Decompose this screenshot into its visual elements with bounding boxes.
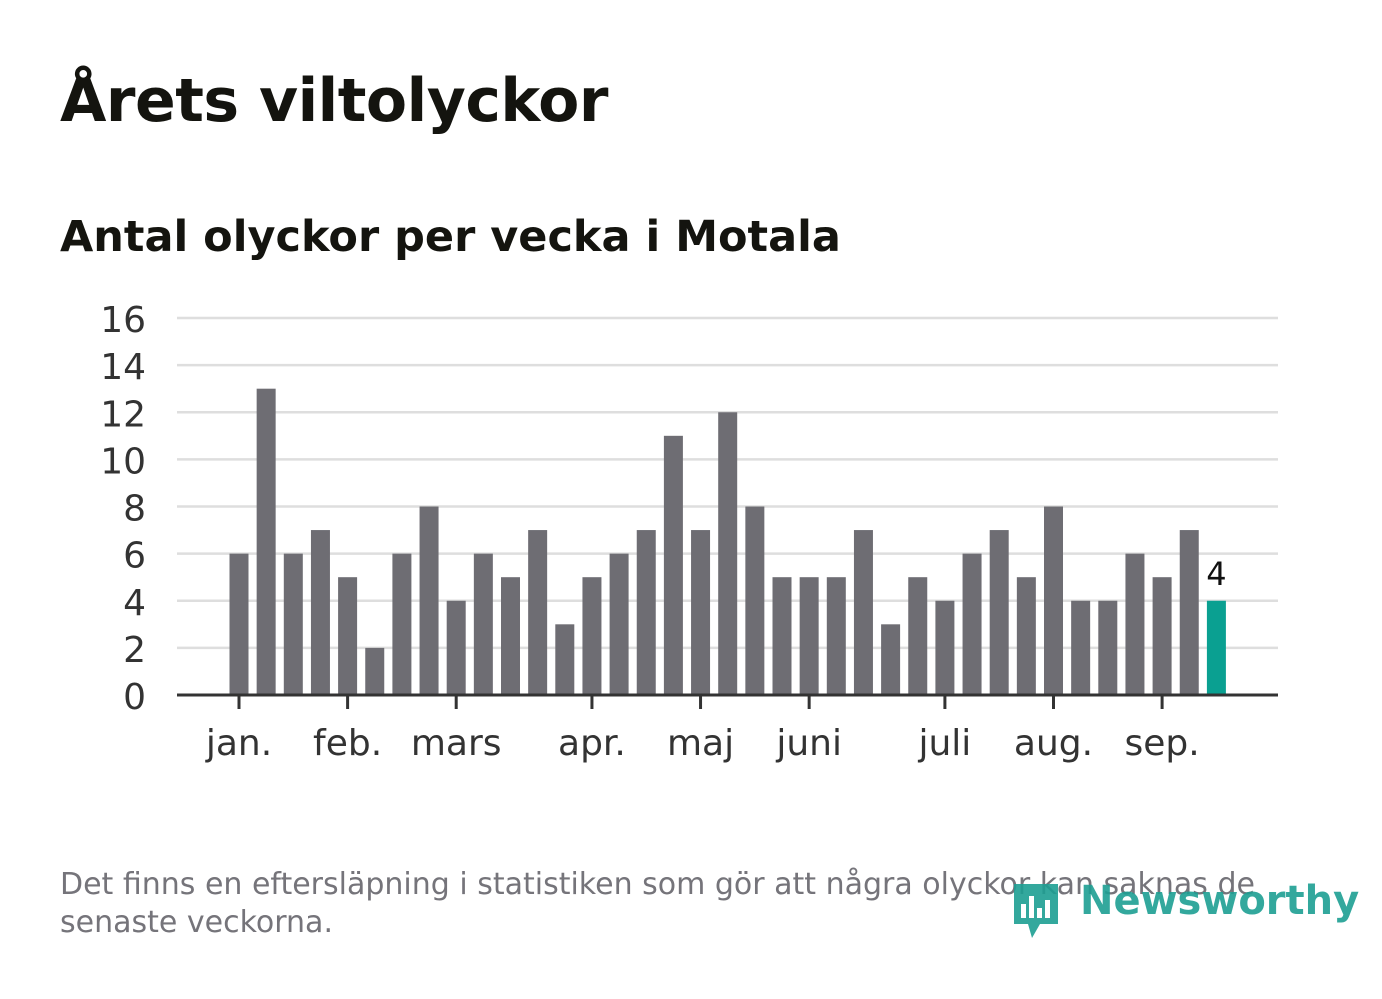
y-tick-label: 6 xyxy=(123,536,146,577)
y-tick-label: 14 xyxy=(100,347,146,388)
bar xyxy=(338,577,358,695)
bar xyxy=(501,577,520,695)
bar xyxy=(745,506,765,695)
bar xyxy=(582,577,602,695)
bar xyxy=(1071,600,1091,695)
bar xyxy=(1125,553,1145,695)
bar xyxy=(283,553,303,695)
bar-chart: 0 2 4 6 8 10 12 14 16 jan. feb. mars apr. maj juni jul… xyxy=(100,300,1278,764)
bar xyxy=(989,530,1009,695)
bar xyxy=(935,600,955,695)
bar xyxy=(609,553,629,695)
bar-highlight xyxy=(1206,600,1226,695)
x-axis-ticks: jan. feb. mars apr. maj juni juli aug. sep. xyxy=(177,693,1278,764)
bar xyxy=(853,530,873,695)
y-tick-label: 2 xyxy=(123,630,146,671)
bar xyxy=(229,553,249,695)
bar xyxy=(881,624,901,695)
y-tick-label: 12 xyxy=(100,394,146,435)
x-tick-label: aug. xyxy=(1014,723,1093,764)
bar xyxy=(310,530,330,695)
bar xyxy=(446,600,466,695)
newsworthy-logo: Newsworthy xyxy=(1010,874,1359,944)
bar xyxy=(1152,577,1172,695)
x-tick-label: jan. xyxy=(205,723,272,764)
bar xyxy=(528,530,548,695)
bar xyxy=(473,553,493,695)
bar xyxy=(826,577,846,695)
bar xyxy=(691,530,711,695)
y-axis-ticks: 0 2 4 6 8 10 12 14 16 xyxy=(100,300,146,718)
chart-subtitle: Antal olyckor per vecka i Motala xyxy=(60,212,841,262)
x-tick-label: feb. xyxy=(313,723,382,764)
chart-title: Årets viltolyckor xyxy=(60,66,609,136)
x-tick-label: juni xyxy=(775,723,842,764)
bar xyxy=(1098,600,1118,695)
bars xyxy=(229,388,1226,695)
highlight-value-label: 4 xyxy=(1206,555,1226,593)
x-tick-label: sep. xyxy=(1124,723,1199,764)
bar xyxy=(636,530,656,695)
bar xyxy=(799,577,819,695)
y-tick-label: 8 xyxy=(123,489,146,530)
newsworthy-logo-icon xyxy=(1014,884,1058,938)
data-labels: 4 xyxy=(1206,555,1226,593)
bar xyxy=(663,435,683,695)
newsworthy-logo-text: Newsworthy xyxy=(1080,878,1360,924)
x-tick-label: juli xyxy=(917,723,971,764)
bar xyxy=(772,577,792,695)
bar xyxy=(392,553,412,695)
bar xyxy=(1179,530,1199,695)
bar xyxy=(555,624,575,695)
bar xyxy=(1016,577,1036,695)
bar xyxy=(1044,506,1063,695)
bar xyxy=(908,577,928,695)
bar xyxy=(419,506,439,695)
x-tick-label: mars xyxy=(411,723,502,764)
y-tick-label: 0 xyxy=(123,677,146,718)
bar xyxy=(718,412,738,695)
bar xyxy=(962,553,982,695)
x-tick-label: maj xyxy=(667,723,734,764)
y-tick-label: 4 xyxy=(123,583,146,624)
x-tick-label: apr. xyxy=(558,723,626,764)
y-tick-label: 16 xyxy=(100,300,146,341)
bar xyxy=(365,647,385,695)
bar xyxy=(256,388,276,695)
y-tick-label: 10 xyxy=(100,441,146,482)
